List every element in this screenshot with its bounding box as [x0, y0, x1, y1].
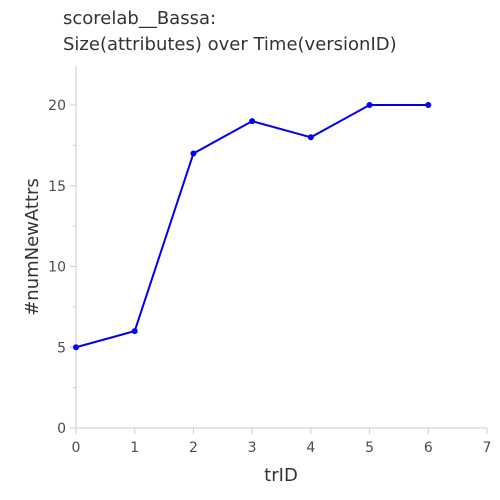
chart-title-line-1: scorelab__Bassa: [63, 8, 216, 29]
x-ticks: 0 1 2 3 4 5 6 7 [72, 428, 492, 456]
chart-title-line-2: Size(attributes) over Time(versionID) [63, 34, 397, 55]
data-point [249, 118, 256, 125]
y-tick-label: 10 [48, 260, 66, 276]
x-tick-label: 2 [189, 440, 198, 456]
y-tick-label: 15 [48, 179, 66, 195]
y-tick-label: 5 [57, 340, 66, 356]
data-point [190, 150, 197, 157]
x-tick-label: 4 [306, 440, 315, 456]
series-line [75, 104, 429, 349]
axes [75, 66, 487, 429]
x-tick-label: 3 [248, 440, 257, 456]
y-tick-label: 20 [48, 98, 66, 114]
x-tick-label: 6 [424, 440, 433, 456]
x-tick-label: 5 [365, 440, 374, 456]
y-tick-label: 0 [57, 421, 66, 437]
data-point [131, 328, 138, 335]
data-point [366, 102, 373, 108]
data-point [307, 134, 314, 141]
x-axis-title: trID [264, 465, 298, 486]
series-layer [73, 102, 432, 351]
y-axis-title: #numNewAttrs [22, 178, 43, 316]
data-point [425, 102, 432, 108]
x-tick-label: 7 [483, 440, 492, 456]
x-tick-label: 1 [130, 440, 139, 456]
y-ticks: 0 5 10 15 20 [48, 98, 76, 437]
x-tick-label: 0 [72, 440, 81, 456]
data-point [73, 344, 79, 351]
